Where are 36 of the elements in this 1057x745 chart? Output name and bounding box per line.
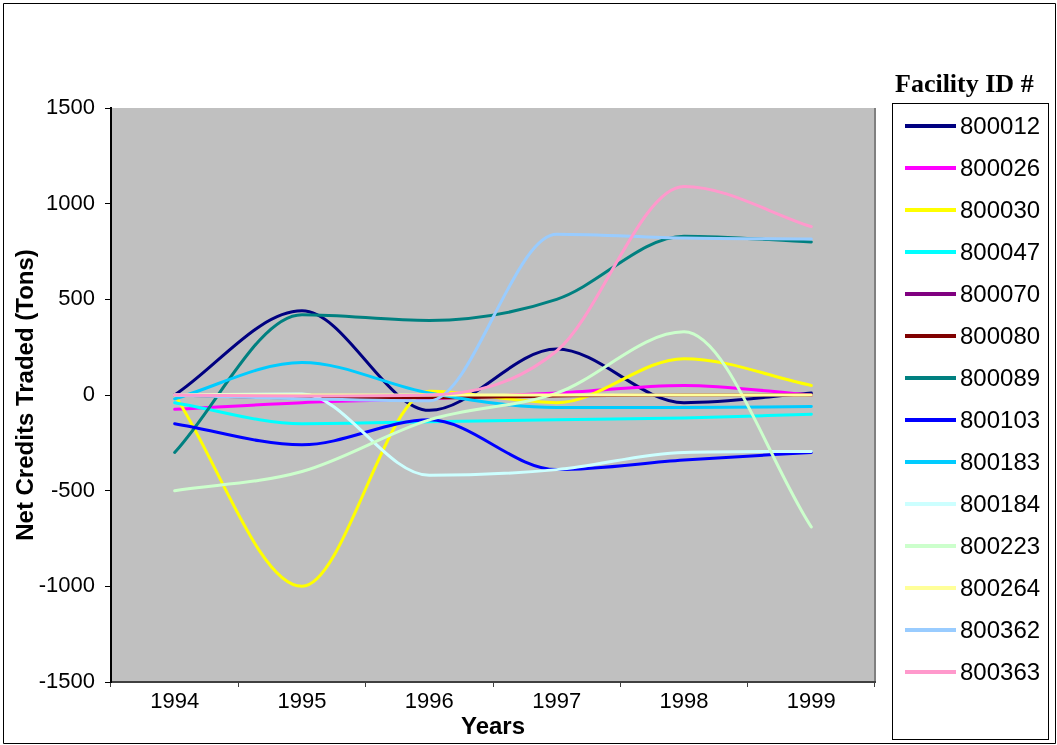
legend-label: 800012 — [960, 112, 1041, 140]
legend-label: 800103 — [960, 406, 1041, 434]
y-tick-label: 1500 — [46, 94, 95, 120]
legend-label: 800070 — [960, 280, 1041, 308]
y-tick-label: 0 — [82, 381, 95, 407]
x-tick-label: 1997 — [532, 688, 582, 714]
y-tick-label: -1500 — [38, 668, 95, 694]
x-tick-label: 1998 — [659, 688, 709, 714]
legend-label: 800183 — [960, 448, 1041, 476]
legend-label: 800363 — [960, 658, 1041, 686]
legend-label: 800223 — [960, 532, 1041, 560]
line-series — [173, 360, 813, 409]
x-tick-label: 1994 — [150, 688, 200, 714]
legend-label: 800026 — [960, 154, 1041, 182]
line-series — [173, 232, 813, 403]
line-series — [173, 418, 813, 472]
legend-label: 800264 — [960, 574, 1041, 602]
y-tick-label: -500 — [50, 476, 95, 502]
legend-label: 800030 — [960, 196, 1041, 224]
line-series — [173, 401, 813, 426]
legend-label: 800089 — [960, 364, 1041, 392]
x-tick-label: 1995 — [277, 688, 327, 714]
line-series — [173, 184, 813, 398]
y-axis-title: Net Credits Traded (Tons) — [11, 249, 39, 541]
legend-label: 800047 — [960, 238, 1041, 266]
y-tick-label: 500 — [58, 285, 95, 311]
x-tick-label: 1996 — [404, 688, 454, 714]
x-axis-title: Years — [460, 711, 526, 739]
line-series — [173, 330, 813, 529]
x-tick-label: 1999 — [786, 688, 836, 714]
legend-label: 800184 — [960, 490, 1041, 518]
legend-label: 800080 — [960, 322, 1041, 350]
legend-title: Facility ID # — [895, 69, 1034, 99]
y-tick-label: -1000 — [38, 572, 95, 598]
legend-label: 800362 — [960, 616, 1041, 644]
y-tick-label: 1000 — [46, 189, 95, 215]
